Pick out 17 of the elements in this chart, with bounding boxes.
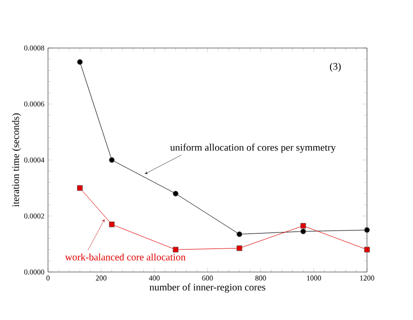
point — [300, 222, 306, 229]
text: uniform allocation of cores per symmetry — [170, 144, 336, 153]
point — [108, 222, 115, 228]
point — [172, 190, 178, 196]
x-axis-title: number of inner-region cores — [150, 283, 266, 293]
point — [77, 185, 83, 191]
point — [77, 59, 83, 65]
point — [236, 231, 242, 238]
point — [108, 157, 115, 163]
annotation: (3) — [330, 62, 341, 72]
point — [364, 227, 370, 233]
series-label: work-balanced core allocation — [65, 253, 186, 260]
y-axis-title: iteration time (seconds) — [12, 113, 22, 207]
point — [300, 228, 306, 234]
point — [364, 246, 370, 252]
point — [172, 246, 178, 252]
point — [236, 245, 242, 252]
